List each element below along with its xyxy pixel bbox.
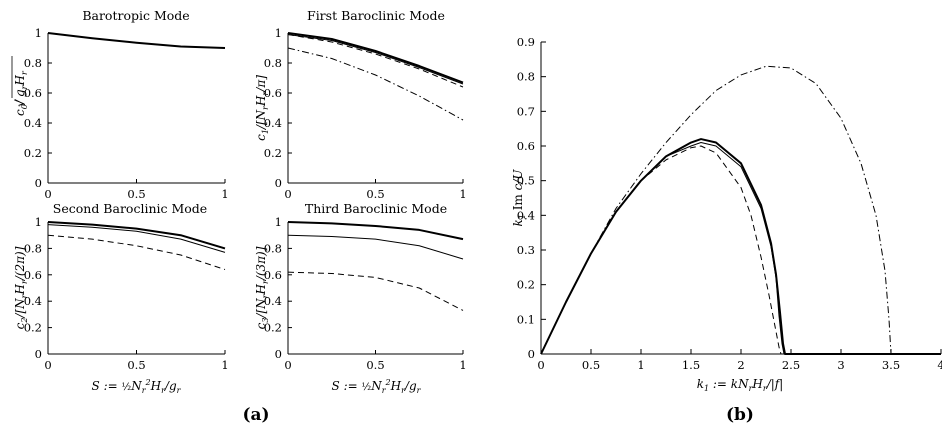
series-line-dashed bbox=[287, 34, 464, 88]
series-line-dashed bbox=[540, 145, 941, 355]
y-tick-label: 0.6 bbox=[264, 86, 282, 100]
y-tick-label: 0.1 bbox=[517, 312, 535, 326]
plot-title: Second Baroclinic Mode bbox=[53, 201, 207, 216]
x-tick-label: 1 bbox=[459, 358, 466, 372]
ylabel-first: c1/[NrHr/π] bbox=[254, 75, 270, 141]
ylabel-third: c3/[NrHr/(3π)] bbox=[254, 246, 270, 329]
y-tick-label: 0.2 bbox=[517, 278, 535, 292]
plot-growth-rate: k1 Im c/U k1 := kNrHr/|f| 0 0.1 0.2 0.3 0.4 0… bbox=[511, 35, 942, 393]
y-tick-label: 0.4 bbox=[264, 116, 282, 130]
x-tick-label: 4 bbox=[937, 358, 942, 372]
series-line-dashdot bbox=[287, 47, 464, 121]
ylabel-text: c2/[NrHr/(2π)] bbox=[13, 246, 29, 329]
y-tick-label: 0.4 bbox=[24, 294, 42, 308]
x-tick-label: 2 bbox=[737, 358, 744, 372]
x-tick-label: 0.5 bbox=[127, 358, 145, 372]
x-tick-label: 1.5 bbox=[682, 358, 700, 372]
y-tick-label: 0.9 bbox=[517, 35, 535, 49]
y-tick-label: 1 bbox=[275, 26, 282, 40]
y-tick-label: 0.3 bbox=[517, 243, 535, 257]
series-line-solid-thick bbox=[287, 32, 464, 84]
x-tick-label: 0.5 bbox=[366, 358, 384, 372]
panel-label-a: (a) bbox=[242, 405, 269, 425]
y-tick-label: 0 bbox=[275, 347, 282, 361]
plot-title: First Baroclinic Mode bbox=[307, 8, 445, 23]
y-tick-label: 0.6 bbox=[264, 268, 282, 282]
plot-second-baroclinic: Second Baroclinic Mode c2/[NrHr/(2π)] S … bbox=[13, 201, 229, 395]
x-tick-label: 3 bbox=[837, 358, 844, 372]
plot-title: Barotropic Mode bbox=[82, 8, 189, 23]
y-tick-label: 0.4 bbox=[264, 294, 282, 308]
x-tick-label: 0.5 bbox=[582, 358, 600, 372]
y-tick-label: 0.4 bbox=[24, 116, 42, 130]
ylabel-text: c1/[NrHr/π] bbox=[254, 75, 270, 141]
y-tick-label: 0.8 bbox=[24, 56, 42, 70]
ylabel-radicand: grHr bbox=[13, 70, 29, 97]
y-tick-label: 1 bbox=[35, 26, 42, 40]
xlabel-second: S := ½Nr2Hr/gr bbox=[92, 378, 182, 395]
y-tick-label: 0 bbox=[35, 176, 42, 190]
ylabel-text: c0/ bbox=[13, 98, 29, 116]
series-line-solid-thick bbox=[540, 138, 941, 355]
x-tick-label: 0.5 bbox=[366, 187, 384, 201]
y-tick-label: 0.5 bbox=[517, 174, 535, 188]
x-tick-label: 0 bbox=[537, 358, 544, 372]
series-line-solid-thin bbox=[540, 142, 941, 355]
y-tick-label: 0.8 bbox=[517, 70, 535, 84]
y-tick-label: 0.7 bbox=[517, 104, 535, 118]
panel-label-b: (b) bbox=[726, 405, 754, 425]
ylabel-barotropic: c0/ bbox=[13, 98, 29, 116]
series-line-solid-thin bbox=[287, 234, 464, 260]
ylabel-growth: k1 Im c/U bbox=[511, 169, 527, 227]
y-tick-label: 1 bbox=[35, 215, 42, 229]
y-tick-label: 0.4 bbox=[517, 208, 535, 222]
y-tick-label: 0.6 bbox=[517, 139, 535, 153]
y-tick-label: 0.8 bbox=[264, 56, 282, 70]
x-tick-label: 0 bbox=[44, 358, 51, 372]
plot-title: Third Baroclinic Mode bbox=[305, 201, 447, 216]
plot-first-baroclinic: First Baroclinic Mode c1/[NrHr/π] 0 0.2 0.… bbox=[254, 8, 467, 201]
series-line-solid-thick bbox=[47, 32, 226, 49]
y-tick-label: 0.2 bbox=[24, 146, 42, 160]
y-tick-label: 0 bbox=[275, 176, 282, 190]
x-tick-label: 1 bbox=[221, 358, 228, 372]
x-tick-label: 0 bbox=[284, 187, 291, 201]
ylabel-sqrt: √ bbox=[13, 99, 27, 107]
y-tick-label: 0 bbox=[528, 347, 535, 361]
y-tick-label: 0.2 bbox=[264, 146, 282, 160]
x-tick-label: 0 bbox=[44, 187, 51, 201]
xlabel-third: S := ½Nr2Hr/gr bbox=[332, 378, 422, 395]
ylabel-text: k1 Im c/U bbox=[511, 169, 527, 227]
y-tick-label: 0.8 bbox=[24, 241, 42, 255]
y-tick-label: 0 bbox=[35, 347, 42, 361]
x-tick-label: 1 bbox=[221, 187, 228, 201]
y-tick-label: 0.2 bbox=[24, 321, 42, 335]
series-line-solid-thin bbox=[47, 224, 226, 253]
x-tick-label: 3.5 bbox=[882, 358, 900, 372]
y-tick-label: 0.6 bbox=[24, 86, 42, 100]
y-tick-label: 1 bbox=[275, 215, 282, 229]
x-tick-label: 0.5 bbox=[127, 187, 145, 201]
xlabel-growth: k1 := kNrHr/|f| bbox=[697, 377, 784, 393]
plot-third-baroclinic: Third Baroclinic Mode c3/[NrHr/(3π)] S :… bbox=[254, 201, 467, 395]
series-line-solid-thick bbox=[47, 221, 226, 250]
y-tick-label: 0.2 bbox=[264, 321, 282, 335]
series-line-dashdot bbox=[540, 65, 941, 355]
x-tick-label: 1 bbox=[637, 358, 644, 372]
x-tick-label: 2.5 bbox=[782, 358, 800, 372]
x-tick-label: 0 bbox=[284, 358, 291, 372]
ylabel-second: c2/[NrHr/(2π)] bbox=[13, 246, 29, 329]
y-tick-label: 0.8 bbox=[264, 241, 282, 255]
plot-barotropic: Barotropic Mode c0/ √ grHr 0 0.2 0.4 0.6 0.8… bbox=[11, 8, 229, 201]
ylabel-barotropic-math: √ grHr bbox=[11, 56, 29, 107]
series-line-dashed bbox=[287, 271, 464, 311]
series-line-solid-thick bbox=[287, 221, 464, 241]
x-tick-label: 1 bbox=[459, 187, 466, 201]
y-tick-label: 0.6 bbox=[24, 268, 42, 282]
series-line-solid-thin bbox=[287, 34, 464, 85]
ylabel-text: c3/[NrHr/(3π)] bbox=[254, 246, 270, 329]
